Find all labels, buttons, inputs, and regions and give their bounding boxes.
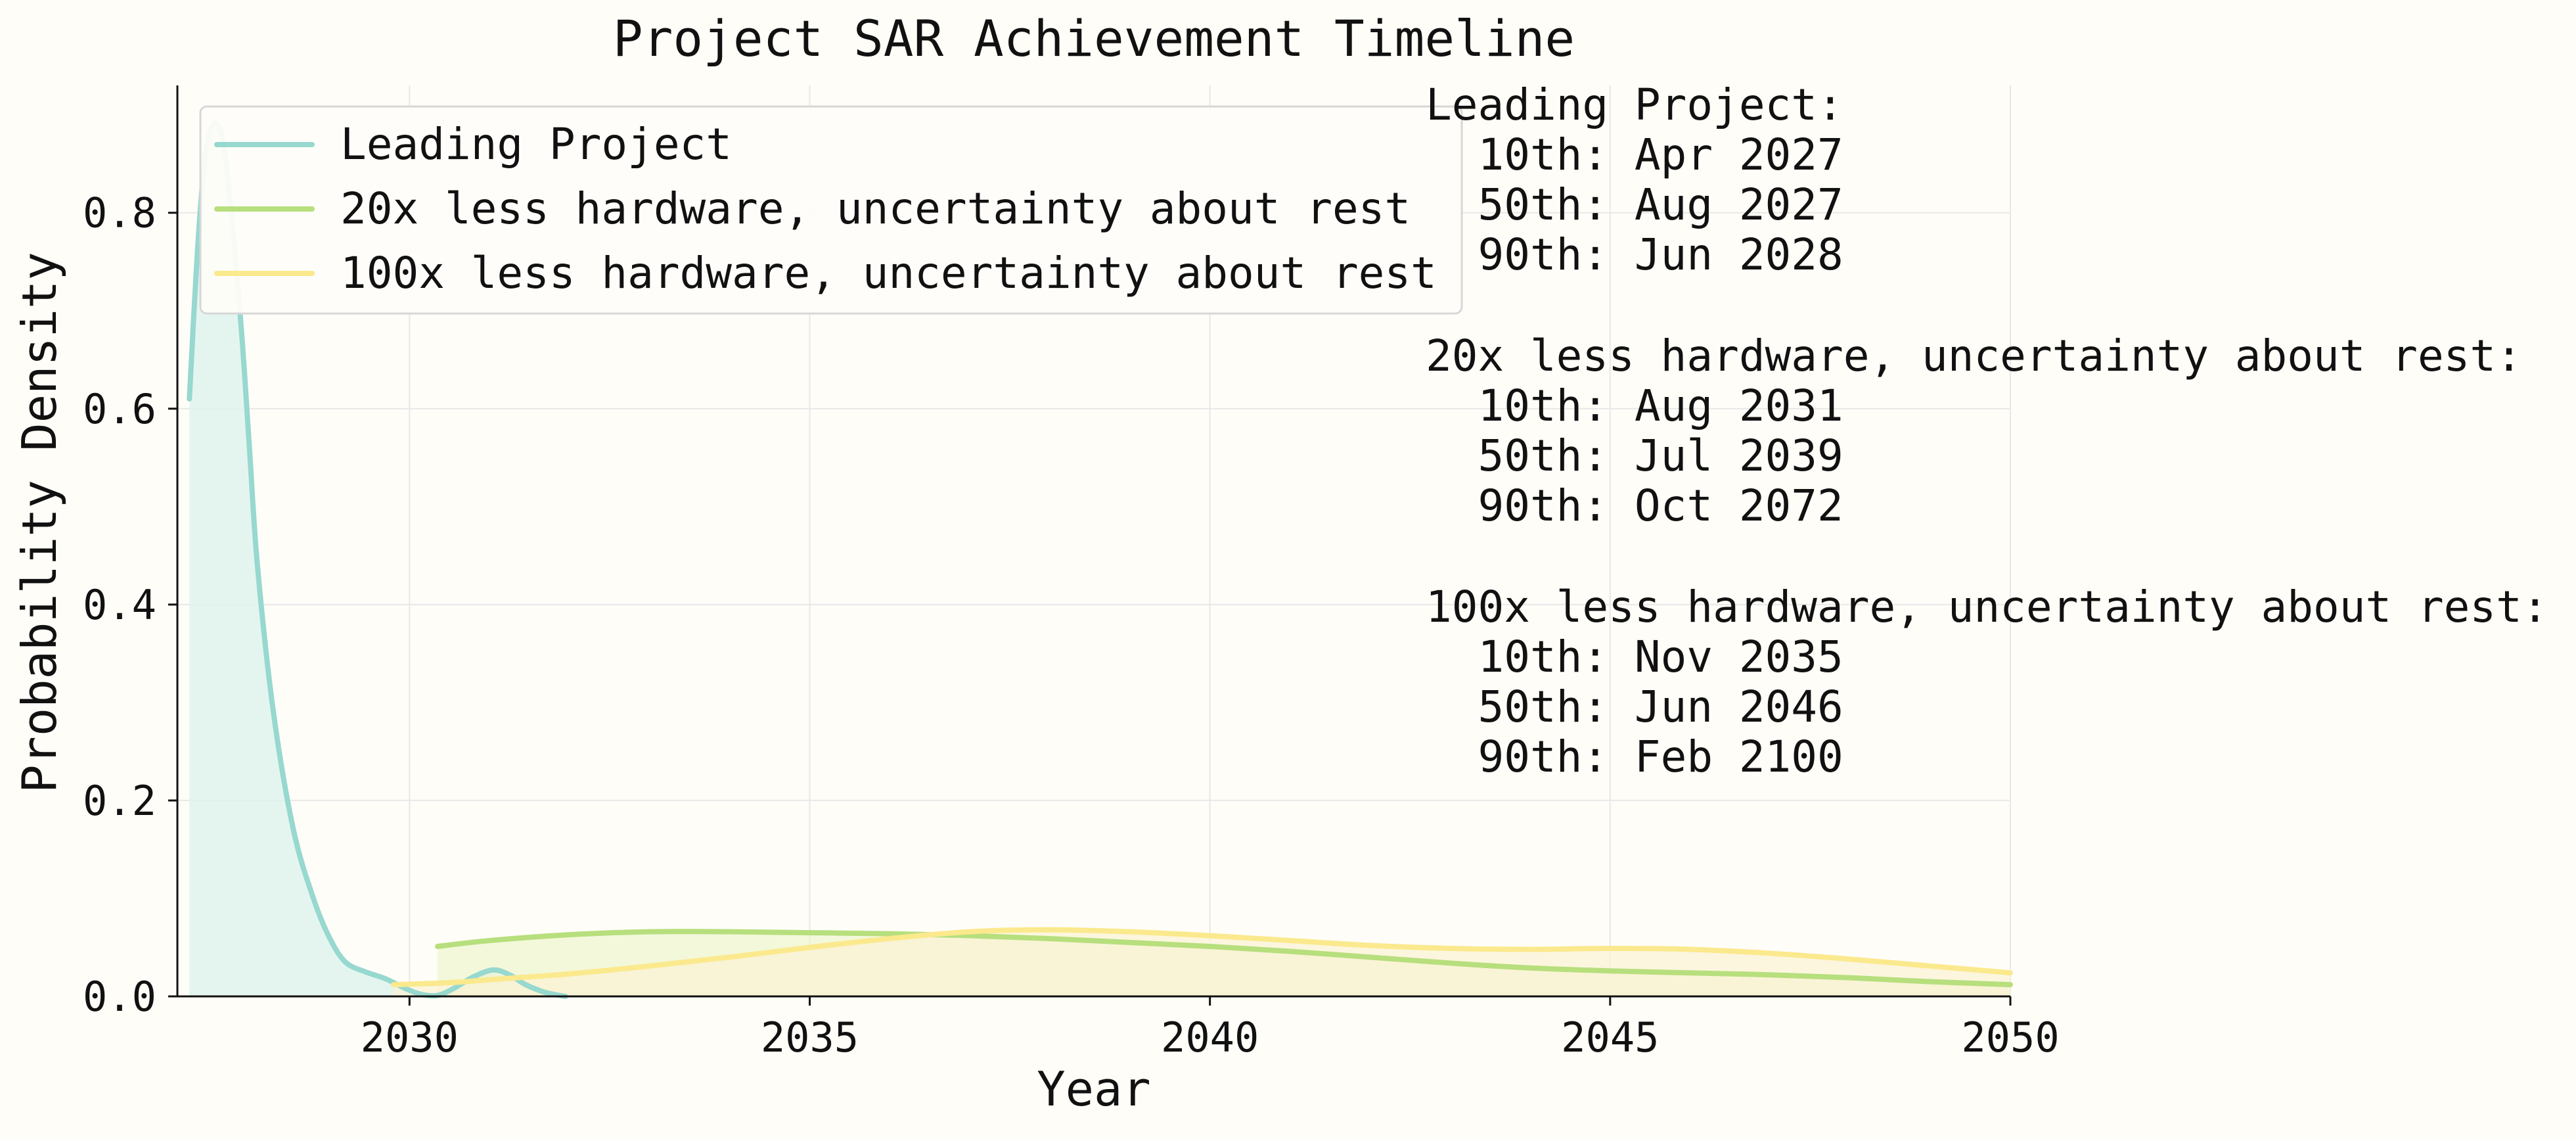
legend-box bbox=[199, 105, 1463, 315]
legend-label-20x-less-hardware: 20x less hardware, uncertainty about res… bbox=[340, 183, 1411, 234]
x-axis-label: Year bbox=[1037, 1061, 1150, 1117]
x-tick-label: 2045 bbox=[1561, 1013, 1659, 1061]
series-line-1 bbox=[434, 929, 2013, 988]
tick-layer: 2030 2035 2040 2045 2050 0.0 0.2 0.4 0.6 0.8 bbox=[83, 189, 2060, 1061]
chart-title: Project SAR Achievement Timeline bbox=[613, 9, 1575, 68]
annotation-line: 10th: Aug 2031 bbox=[1426, 381, 1843, 431]
annotation-line: 90th: Feb 2100 bbox=[1426, 732, 1843, 782]
y-axis-label: Probability Density bbox=[12, 252, 67, 793]
annotation-line: 10th: Nov 2035 bbox=[1426, 632, 1843, 682]
y-tick-label: 0.0 bbox=[83, 973, 156, 1021]
annotation-line: 90th: Oct 2072 bbox=[1426, 480, 1843, 531]
legend: Leading Project 20x less hardware, uncer… bbox=[199, 105, 1463, 315]
percentile-annotation: Leading Project: 10th: Apr 2027 50th: Au… bbox=[1426, 80, 2548, 782]
y-tick-label: 0.4 bbox=[83, 581, 156, 629]
annotation-line: 100x less hardware, uncertainty about re… bbox=[1426, 582, 2548, 632]
annotation-line: 50th: Aug 2027 bbox=[1426, 179, 1843, 230]
annotation-line: 50th: Jun 2046 bbox=[1426, 682, 1843, 732]
legend-label-leading-project: Leading Project bbox=[340, 119, 732, 170]
annotation-line: 90th: Jun 2028 bbox=[1426, 229, 1843, 280]
annotation-line: 20x less hardware, uncertainty about res… bbox=[1426, 331, 2522, 381]
x-tick-label: 2040 bbox=[1161, 1013, 1259, 1061]
axes-layer bbox=[176, 85, 2010, 998]
y-tick-label: 0.6 bbox=[83, 385, 156, 433]
series-area-2 bbox=[393, 929, 2011, 996]
y-tick-label: 0.8 bbox=[83, 189, 156, 237]
series-line-2 bbox=[390, 927, 2013, 988]
annotation-line: 10th: Apr 2027 bbox=[1426, 129, 1843, 180]
annotation-line: 50th: Jul 2039 bbox=[1426, 430, 1843, 481]
x-tick-label: 2030 bbox=[361, 1013, 459, 1061]
legend-label-100x-less-hardware: 100x less hardware, uncertainty about re… bbox=[340, 248, 1437, 298]
x-tick-label: 2050 bbox=[1961, 1013, 2059, 1061]
annotation-line: Leading Project: bbox=[1426, 80, 1843, 130]
x-tick-label: 2035 bbox=[761, 1013, 859, 1061]
y-tick-label: 0.2 bbox=[83, 777, 156, 825]
